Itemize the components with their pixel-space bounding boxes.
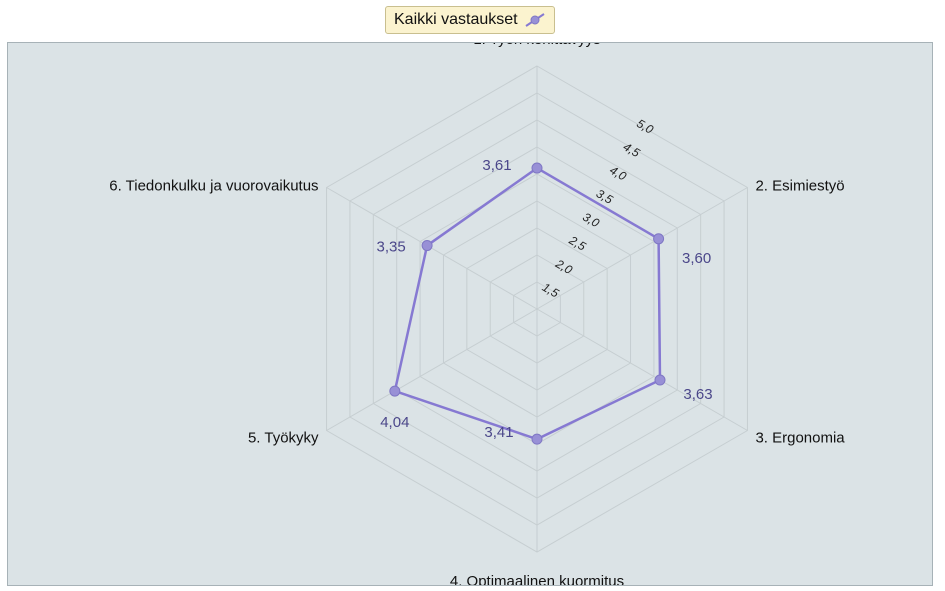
tick-label-7: 5,0 (634, 116, 656, 137)
grid-spoke-4 (326, 308, 538, 431)
plot-area: 1,52,02,53,03,54,04,55,01. Työn kehittäv… (7, 42, 933, 586)
value-label-2: 3,63 (683, 386, 712, 403)
data-point-0 (531, 162, 543, 174)
category-label-4: 5. Työkyky (248, 430, 319, 447)
data-point-1 (653, 233, 665, 245)
tick-label-5: 4,0 (607, 163, 629, 184)
grid-spoke-1 (536, 187, 748, 310)
data-point-5 (421, 240, 433, 252)
chart-legend: Kaikki vastaukset (385, 6, 555, 34)
category-label-0: 1. Työn kehittävyys (473, 43, 600, 48)
grid-spoke-2 (536, 308, 748, 431)
tick-label-1: 2,0 (552, 256, 575, 277)
data-point-3 (531, 433, 543, 445)
value-label-4: 4,04 (380, 414, 409, 431)
value-label-0: 3,61 (482, 157, 511, 174)
category-label-5: 6. Tiedonkulku ja vuorovaikutus (109, 178, 318, 195)
legend-series-label: Kaikki vastaukset (394, 11, 518, 28)
value-label-3: 3,41 (484, 424, 513, 441)
category-label-2: 3. Ergonomia (755, 430, 845, 447)
category-label-1: 2. Esimiestyö (755, 178, 844, 195)
data-point-4 (389, 385, 401, 397)
category-label-3: 4. Optimaalinen kuormitus (450, 573, 624, 585)
legend-series-marker (525, 13, 545, 27)
value-label-5: 3,35 (376, 239, 405, 256)
tick-label-0: 1,5 (540, 280, 562, 301)
data-point-2 (654, 374, 666, 386)
radar-chart: 1,52,02,53,03,54,04,55,01. Työn kehittäv… (109, 43, 845, 585)
value-label-1: 3,60 (682, 250, 711, 267)
tick-label-2: 2,5 (566, 233, 589, 254)
